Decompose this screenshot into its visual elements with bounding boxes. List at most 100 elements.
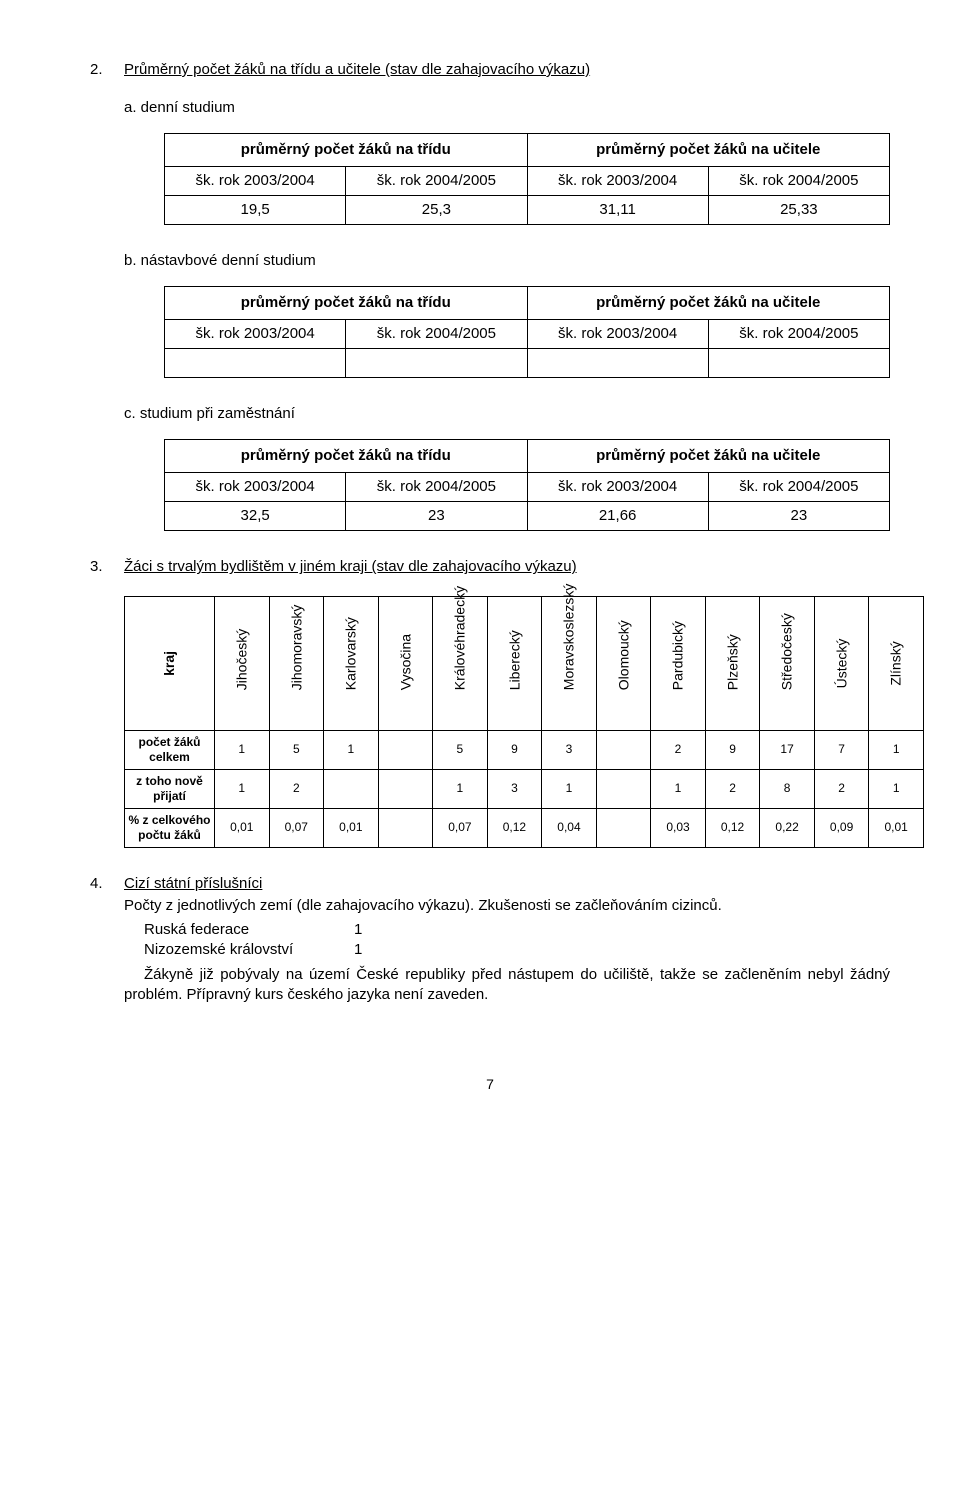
- cell: [346, 349, 527, 378]
- cell: 0,09: [814, 808, 869, 847]
- region-header: Olomoucký: [596, 596, 651, 730]
- cell: 1: [215, 769, 270, 808]
- cell: 1: [542, 769, 597, 808]
- cell: 0,22: [760, 808, 815, 847]
- cell: 23: [346, 502, 527, 531]
- cell: [378, 730, 433, 769]
- cell: 1: [324, 730, 379, 769]
- cell: [527, 349, 708, 378]
- cell: 1: [433, 769, 488, 808]
- section-4-body: Počty z jednotlivých zemí (dle zahajovac…: [124, 896, 890, 1005]
- region-header: Ústecký: [814, 596, 869, 730]
- cell: 9: [487, 730, 542, 769]
- col-y2: šk. rok 2004/2005: [708, 166, 889, 195]
- cell: 19,5: [165, 196, 346, 225]
- table-c-wrap: průměrný počet žáků na třídu průměrný po…: [164, 439, 890, 532]
- section-3-number: 3.: [90, 557, 124, 577]
- cell: 1: [869, 730, 924, 769]
- cell: 1: [869, 769, 924, 808]
- section-2-number: 2.: [90, 60, 124, 80]
- region-header: Jihomoravský: [269, 596, 324, 730]
- col-y2: šk. rok 2004/2005: [708, 319, 889, 348]
- cell: [324, 769, 379, 808]
- cell: 0,07: [433, 808, 488, 847]
- cell: 23: [708, 502, 889, 531]
- cell: 0,12: [705, 808, 760, 847]
- table-a: průměrný počet žáků na třídu průměrný po…: [164, 133, 890, 226]
- cell: [165, 349, 346, 378]
- cell: 25,3: [346, 196, 527, 225]
- cell: 1: [651, 769, 706, 808]
- col-y1: šk. rok 2003/2004: [527, 319, 708, 348]
- table-b-wrap: průměrný počet žáků na třídu průměrný po…: [164, 286, 890, 379]
- col-y1: šk. rok 2003/2004: [527, 166, 708, 195]
- col-y2: šk. rok 2004/2005: [346, 319, 527, 348]
- section-4-number: 4.: [90, 874, 124, 894]
- cell: 21,66: [527, 502, 708, 531]
- row2-label: z toho nově přijatí: [125, 769, 215, 808]
- cell: 2: [705, 769, 760, 808]
- section-4-line1: Počty z jednotlivých zemí (dle zahajovac…: [124, 896, 890, 916]
- col-group-right: průměrný počet žáků na učitele: [527, 133, 890, 166]
- col-y1: šk. rok 2003/2004: [165, 319, 346, 348]
- col-y2: šk. rok 2004/2005: [708, 472, 889, 501]
- page-number: 7: [90, 1075, 890, 1094]
- cell: 2: [814, 769, 869, 808]
- cell: 9: [705, 730, 760, 769]
- region-header: Zlínský: [869, 596, 924, 730]
- section-4-para: Žákyně již pobývaly na území České repub…: [124, 965, 890, 1006]
- cell: 0,01: [324, 808, 379, 847]
- cell: 2: [651, 730, 706, 769]
- cell: 3: [487, 769, 542, 808]
- section-2-title: Průměrný počet žáků na třídu a učitele (…: [124, 60, 590, 80]
- cell: 5: [269, 730, 324, 769]
- region-header: Vysočina: [378, 596, 433, 730]
- cell: 3: [542, 730, 597, 769]
- cell: 0,01: [869, 808, 924, 847]
- region-header: Královéhradecký: [433, 596, 488, 730]
- cell: [596, 730, 651, 769]
- cell: 8: [760, 769, 815, 808]
- col-group-left: průměrný počet žáků na třídu: [165, 286, 528, 319]
- cell: 31,11: [527, 196, 708, 225]
- cell: [596, 769, 651, 808]
- region-table: kraj Jihočeský Jihomoravský Karlovarský …: [124, 596, 924, 848]
- cell: [708, 349, 889, 378]
- sub-c-label: c. studium při zaměstnání: [124, 404, 890, 424]
- cell: 0,03: [651, 808, 706, 847]
- cell: 0,07: [269, 808, 324, 847]
- section-3-title: Žáci s trvalým bydlištěm v jiném kraji (…: [124, 557, 577, 577]
- sub-b-label: b. nástavbové denní studium: [124, 251, 890, 271]
- country-2-name: Nizozemské království: [144, 940, 354, 960]
- region-header: Moravskoslezský: [542, 596, 597, 730]
- table-c: průměrný počet žáků na třídu průměrný po…: [164, 439, 890, 532]
- col-y1: šk. rok 2003/2004: [165, 472, 346, 501]
- region-header: Středočeský: [760, 596, 815, 730]
- table-a-wrap: průměrný počet žáků na třídu průměrný po…: [164, 133, 890, 226]
- countries-list: Ruská federace 1 Nizozemské království 1: [144, 920, 890, 961]
- col-y2: šk. rok 2004/2005: [346, 166, 527, 195]
- cell: 25,33: [708, 196, 889, 225]
- region-header: Karlovarský: [324, 596, 379, 730]
- region-header: Liberecký: [487, 596, 542, 730]
- row3-label: % z celkového počtu žáků: [125, 808, 215, 847]
- country-2-val: 1: [354, 940, 362, 960]
- region-row-1: počet žáků celkem 1 5 1 5 9 3 2 9 17 7 1: [125, 730, 924, 769]
- region-row-3: % z celkového počtu žáků 0,01 0,07 0,01 …: [125, 808, 924, 847]
- sub-a-label: a. denní studium: [124, 98, 890, 118]
- kraj-header: kraj: [125, 596, 215, 730]
- cell: 1: [215, 730, 270, 769]
- col-group-right: průměrný počet žáků na učitele: [527, 286, 890, 319]
- region-header: Plzeňský: [705, 596, 760, 730]
- country-1-name: Ruská federace: [144, 920, 354, 940]
- country-1-val: 1: [354, 920, 362, 940]
- col-y2: šk. rok 2004/2005: [346, 472, 527, 501]
- region-row-2: z toho nově přijatí 1 2 1 3 1 1 2 8 2 1: [125, 769, 924, 808]
- cell: 0,01: [215, 808, 270, 847]
- table-b: průměrný počet žáků na třídu průměrný po…: [164, 286, 890, 379]
- section-2-heading: 2. Průměrný počet žáků na třídu a učitel…: [90, 60, 890, 80]
- section-3-heading: 3. Žáci s trvalým bydlištěm v jiném kraj…: [90, 557, 890, 577]
- region-header: Pardubický: [651, 596, 706, 730]
- cell: [596, 808, 651, 847]
- col-group-left: průměrný počet žáků na třídu: [165, 133, 528, 166]
